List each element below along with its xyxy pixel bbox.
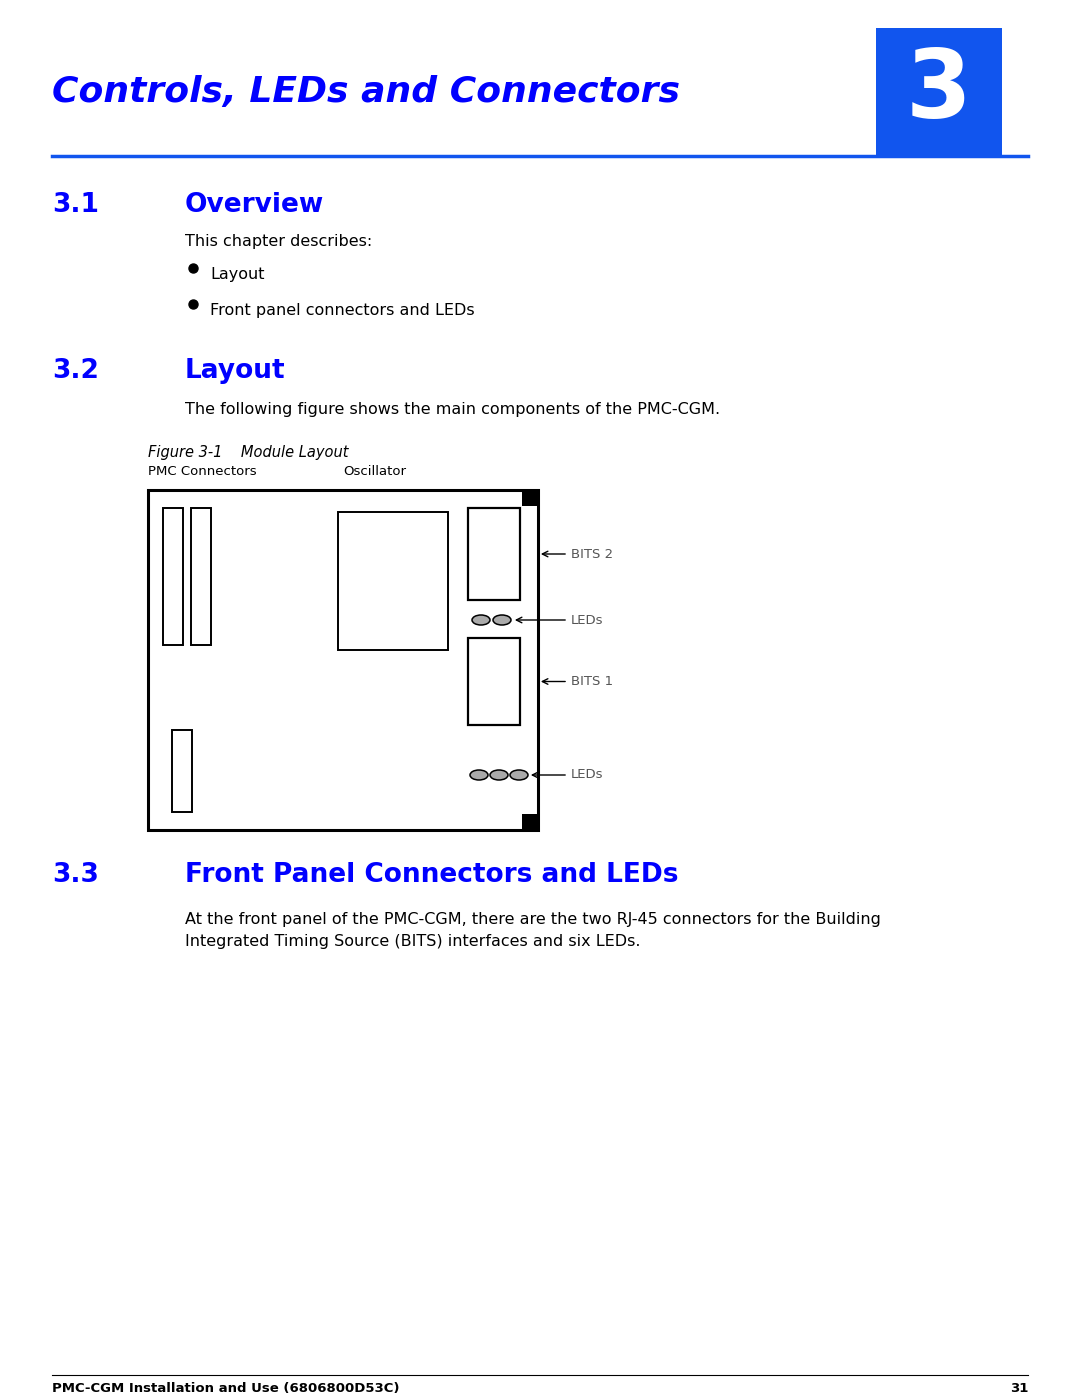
Bar: [876, 28, 1002, 156]
Bar: [522, 490, 538, 506]
Text: Layout: Layout: [210, 267, 265, 282]
Bar: [468, 638, 519, 725]
Text: Controls, LEDs and Connectors: Controls, LEDs and Connectors: [52, 75, 680, 109]
Text: Front Panel Connectors and LEDs: Front Panel Connectors and LEDs: [185, 862, 678, 888]
Bar: [468, 509, 519, 599]
Text: 31: 31: [1010, 1382, 1028, 1396]
Ellipse shape: [492, 615, 511, 624]
Text: PMC-CGM Installation and Use (6806800D53C): PMC-CGM Installation and Use (6806800D53…: [52, 1382, 400, 1396]
Text: LEDs: LEDs: [571, 768, 604, 781]
Text: BITS 1: BITS 1: [571, 675, 613, 687]
Text: Front panel connectors and LEDs: Front panel connectors and LEDs: [210, 303, 474, 319]
Text: PMC Connectors: PMC Connectors: [148, 465, 257, 478]
Ellipse shape: [472, 615, 490, 624]
Bar: [172, 731, 192, 812]
Ellipse shape: [470, 770, 488, 780]
Text: This chapter describes:: This chapter describes:: [185, 235, 373, 249]
Text: Oscillator: Oscillator: [343, 465, 406, 478]
Text: Layout: Layout: [185, 358, 285, 384]
Bar: [522, 814, 538, 830]
Bar: [148, 490, 538, 830]
Text: LEDs: LEDs: [571, 613, 604, 626]
Text: 3.2: 3.2: [52, 358, 99, 384]
Text: Overview: Overview: [185, 191, 324, 218]
Text: 3.3: 3.3: [52, 862, 99, 888]
Text: At the front panel of the PMC-CGM, there are the two RJ-45 connectors for the Bu: At the front panel of the PMC-CGM, there…: [185, 912, 881, 928]
Bar: [191, 509, 211, 645]
Text: The following figure shows the main components of the PMC-CGM.: The following figure shows the main comp…: [185, 402, 720, 416]
Text: Integrated Timing Source (BITS) interfaces and six LEDs.: Integrated Timing Source (BITS) interfac…: [185, 935, 640, 949]
Ellipse shape: [490, 770, 508, 780]
Text: 3: 3: [906, 46, 972, 138]
Text: BITS 2: BITS 2: [571, 548, 613, 560]
Text: 3.1: 3.1: [52, 191, 99, 218]
Ellipse shape: [510, 770, 528, 780]
Bar: [163, 509, 183, 645]
Text: Figure 3-1    Module Layout: Figure 3-1 Module Layout: [148, 446, 349, 460]
Bar: [338, 511, 448, 650]
